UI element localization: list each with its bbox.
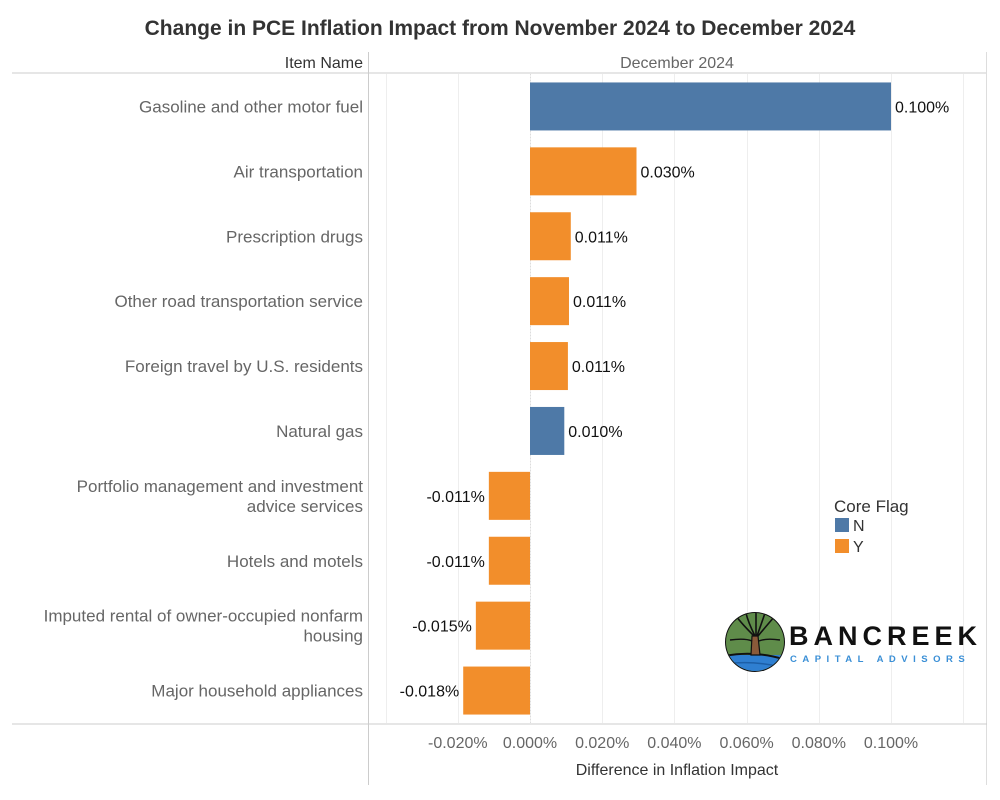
item-label: Gasoline and other motor fuel xyxy=(139,97,363,116)
item-label: Air transportation xyxy=(234,162,363,181)
value-label: 0.011% xyxy=(573,294,626,311)
column-header-label: December 2024 xyxy=(620,55,734,72)
chart-frame xyxy=(12,52,987,785)
bar xyxy=(475,601,530,650)
bar xyxy=(463,666,530,715)
bars xyxy=(463,82,891,715)
bar xyxy=(530,82,891,131)
item-label: Portfolio management and investment advic… xyxy=(77,477,364,516)
x-axis-title: Difference in Inflation Impact xyxy=(576,762,779,779)
value-label: -0.018% xyxy=(400,684,460,701)
item-label: Imputed rental of owner-occupied nonfarm… xyxy=(44,607,363,646)
bancreek-logo: BANCREEK CAPITAL ADVISORS xyxy=(725,612,982,672)
bar xyxy=(488,471,530,520)
tree-river-icon xyxy=(725,612,785,672)
logo-subtitle: CAPITAL ADVISORS xyxy=(790,654,970,665)
item-label: Hotels and motels xyxy=(227,552,363,571)
chart-title: Change in PCE Inflation Impact from Nove… xyxy=(144,17,856,40)
item-label: Prescription drugs xyxy=(226,227,363,246)
legend-label-y: Y xyxy=(853,539,864,556)
x-tick-label: 0.060% xyxy=(719,735,773,752)
value-label: 0.011% xyxy=(572,359,625,376)
x-tick-label: 0.020% xyxy=(575,735,629,752)
bar xyxy=(530,277,569,326)
value-label: -0.011% xyxy=(426,489,484,506)
bar xyxy=(530,406,565,455)
bar xyxy=(530,342,568,391)
value-label: 0.011% xyxy=(575,229,628,246)
x-axis-ticks: -0.020% 0.000% 0.020% 0.040% 0.060% 0.080% 0.1… xyxy=(428,735,918,752)
value-label: 0.030% xyxy=(640,164,694,181)
bar xyxy=(530,212,571,261)
x-tick-label: 0.040% xyxy=(647,735,701,752)
gridlines xyxy=(386,74,964,723)
item-label: Other road transportation service xyxy=(114,292,363,311)
legend-label-n: N xyxy=(853,518,865,535)
legend: Core Flag N Y xyxy=(834,497,909,556)
bar xyxy=(488,536,530,585)
item-label: Foreign travel by U.S. residents xyxy=(125,357,363,376)
value-label: -0.011% xyxy=(426,554,484,571)
legend-swatch-y xyxy=(835,539,849,553)
item-labels: Gasoline and other motor fuel Air transpo… xyxy=(44,97,364,700)
legend-swatch-n xyxy=(835,518,849,532)
logo-name: BANCREEK xyxy=(789,621,982,651)
x-tick-label: 0.000% xyxy=(503,735,557,752)
value-labels: 0.100% 0.030% 0.011% 0.011% 0.011% 0.010% -0.0… xyxy=(400,99,950,700)
item-label: Major household appliances xyxy=(151,682,363,701)
row-header-label: Item Name xyxy=(285,55,363,72)
value-label: 0.010% xyxy=(568,424,622,441)
x-tick-label: 0.100% xyxy=(864,735,918,752)
value-label: -0.015% xyxy=(412,619,472,636)
x-tick-label: -0.020% xyxy=(428,735,488,752)
x-tick-label: 0.080% xyxy=(792,735,846,752)
bar xyxy=(530,147,637,196)
value-label: 0.100% xyxy=(895,99,949,116)
item-label: Natural gas xyxy=(276,422,363,441)
legend-title: Core Flag xyxy=(834,497,909,516)
